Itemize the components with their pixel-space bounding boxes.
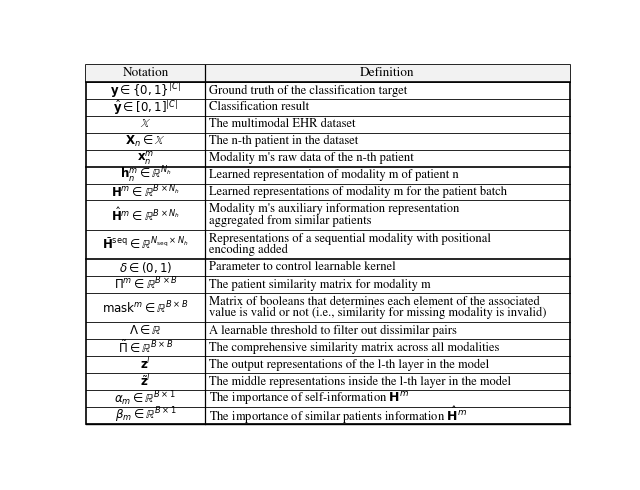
Text: $\bar{\mathbf{H}}^{\mathrm{seq}} \in \mathbb{R}^{N_{\mathrm{seq}} \times N_h}$: $\bar{\mathbf{H}}^{\mathrm{seq}} \in \ma… [102, 236, 189, 252]
Text: Matrix of booleans that determines each element of the associated: Matrix of booleans that determines each … [209, 296, 540, 308]
Text: Parameter to control learnable kernel: Parameter to control learnable kernel [209, 262, 396, 273]
Text: The output representations of the l-th layer in the model: The output representations of the l-th l… [209, 358, 490, 370]
Text: $\mathbf{y} \in \{0, 1\}^{|C|}$: $\mathbf{y} \in \{0, 1\}^{|C|}$ [110, 81, 180, 100]
Text: value is valid or not (i.e., similarity for missing modality is invalid): value is valid or not (i.e., similarity … [209, 307, 547, 319]
Text: The comprehensive similarity matrix across all modalities: The comprehensive similarity matrix acro… [209, 342, 500, 354]
Text: $\beta_m \in \mathbb{R}^{B \times 1}$: $\beta_m \in \mathbb{R}^{B \times 1}$ [115, 406, 176, 425]
Text: Learned representations of modality m for the patient batch: Learned representations of modality m fo… [209, 186, 508, 198]
Text: $\mathbf{z}^l$: $\mathbf{z}^l$ [140, 357, 151, 372]
Text: $\mathbf{h}_n^m \in \mathbb{R}^{N_h}$: $\mathbf{h}_n^m \in \mathbb{R}^{N_h}$ [120, 165, 172, 185]
Text: aggregated from similar patients: aggregated from similar patients [209, 215, 372, 227]
Bar [86, 65, 570, 82]
Text: The patient similarity matrix for modality m: The patient similarity matrix for modali… [209, 278, 431, 291]
Text: Notation: Notation [122, 68, 168, 79]
Text: A learnable threshold to filter out dissimilar pairs: A learnable threshold to filter out diss… [209, 324, 457, 337]
Text: $\alpha_m \in \mathbb{R}^{B \times 1}$: $\alpha_m \in \mathbb{R}^{B \times 1}$ [115, 389, 177, 408]
Text: Ground truth of the classification target: Ground truth of the classification targe… [209, 84, 408, 97]
Text: Modality m's raw data of the n-th patient: Modality m's raw data of the n-th patien… [209, 152, 414, 164]
Text: $\mathbf{x}_n^m$: $\mathbf{x}_n^m$ [137, 149, 154, 167]
Text: encoding added: encoding added [209, 244, 288, 256]
Text: The n-th patient in the dataset: The n-th patient in the dataset [209, 135, 358, 147]
Text: $\mathrm{mask}^m \in \mathbb{R}^{B \times B}$: $\mathrm{mask}^m \in \mathbb{R}^{B \time… [102, 299, 189, 316]
Text: Modality m's auxiliary information representation: Modality m's auxiliary information repre… [209, 203, 460, 216]
Text: $\tilde{\mathbf{z}}^l$: $\tilde{\mathbf{z}}^l$ [140, 373, 151, 390]
Text: $\Pi^m \in \mathbb{R}^{B \times B}$: $\Pi^m \in \mathbb{R}^{B \times B}$ [113, 276, 177, 293]
Text: $\hat{\mathbf{y}} \in [0, 1]^{|C|}$: $\hat{\mathbf{y}} \in [0, 1]^{|C|}$ [113, 98, 178, 117]
Text: Classification result: Classification result [209, 101, 310, 113]
Text: $\mathbf{X}_n \in \mathbb{X}$: $\mathbf{X}_n \in \mathbb{X}$ [125, 134, 166, 149]
Text: $\Lambda \in \mathbb{R}$: $\Lambda \in \mathbb{R}$ [129, 324, 162, 337]
Text: The middle representations inside the l-th layer in the model: The middle representations inside the l-… [209, 375, 511, 388]
Text: Representations of a sequential modality with positional: Representations of a sequential modality… [209, 232, 492, 245]
Text: $\hat{\mathbf{H}}^m \in \mathbb{R}^{B \times N_h}$: $\hat{\mathbf{H}}^m \in \mathbb{R}^{B \t… [111, 206, 180, 224]
Text: $\mathbb{X}$: $\mathbb{X}$ [140, 118, 151, 130]
Text: Definition: Definition [360, 68, 415, 79]
Text: The importance of similar patients information $\hat{\mathbf{H}}^m$: The importance of similar patients infor… [209, 405, 467, 426]
Text: $\delta \in (0, 1)$: $\delta \in (0, 1)$ [119, 260, 172, 275]
Text: The importance of self-information $\mathbf{H}^m$: The importance of self-information $\mat… [209, 390, 410, 407]
Text: Learned representation of modality m of patient n: Learned representation of modality m of … [209, 169, 459, 181]
Text: The multimodal EHR dataset: The multimodal EHR dataset [209, 119, 356, 130]
Text: $\mathbf{H}^m \in \mathbb{R}^{B \times N_h}$: $\mathbf{H}^m \in \mathbb{R}^{B \times N… [111, 184, 180, 200]
Text: $\tilde{\Pi} \in \mathbb{R}^{B \times B}$: $\tilde{\Pi} \in \mathbb{R}^{B \times B}… [118, 340, 173, 356]
